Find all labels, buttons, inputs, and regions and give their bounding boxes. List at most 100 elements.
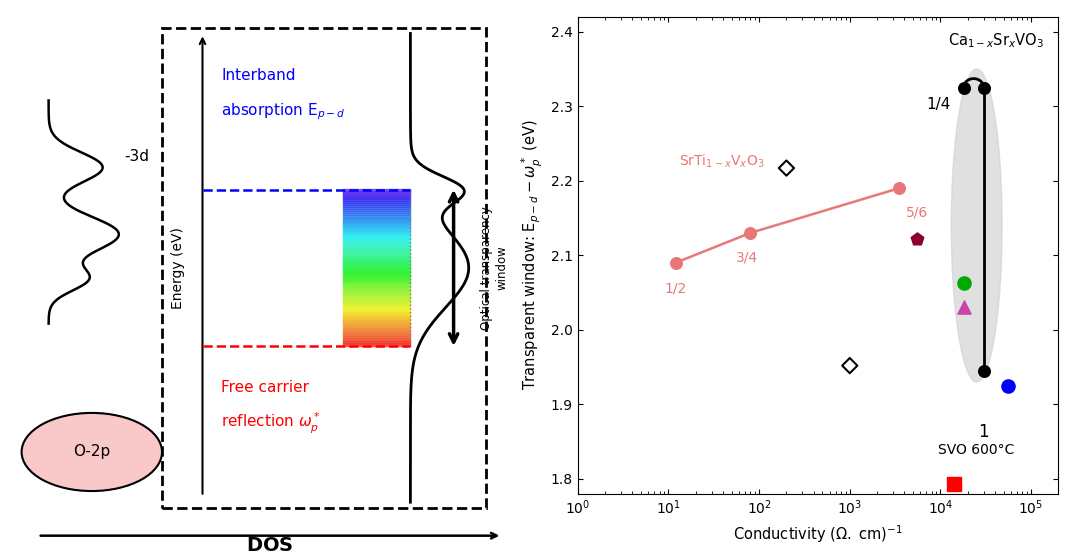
Bar [343,299,410,301]
Bar [343,263,410,266]
Bar [343,261,410,264]
Bar [343,320,410,323]
Bar [343,295,410,297]
Bar [343,316,410,319]
Text: O-2p: O-2p [73,445,110,459]
Text: SVO 600°C: SVO 600°C [939,442,1015,456]
Bar [343,234,410,237]
Bar [343,228,410,231]
Bar [343,338,410,340]
Text: 5/6: 5/6 [906,205,929,219]
Text: -3d: -3d [124,149,149,163]
Bar [343,339,410,342]
Point [841,361,859,370]
Bar [343,331,410,334]
Bar [343,335,410,338]
Text: 1/2: 1/2 [664,281,687,295]
Bar [343,207,410,209]
Bar [343,252,410,254]
Bar [343,322,410,325]
Bar [343,273,410,276]
Bar [343,197,410,199]
Bar [343,326,410,328]
Text: 1/4: 1/4 [927,97,950,112]
Text: Interband: Interband [221,68,296,83]
Text: 1: 1 [978,423,989,441]
Bar [343,189,410,191]
Bar [343,213,410,215]
Text: absorption $\mathrm{E}_{p-d}$: absorption $\mathrm{E}_{p-d}$ [221,102,347,122]
Bar [343,279,410,281]
Point [975,83,993,92]
Point [778,163,795,172]
Bar [343,344,410,346]
Y-axis label: Transparent window: $\mathrm{E}_{p-d} - \omega_p^*$ (eV): Transparent window: $\mathrm{E}_{p-d} - … [521,120,545,391]
Bar [343,288,410,291]
Text: Free carrier: Free carrier [221,381,309,395]
Bar [343,253,410,256]
Bar [343,210,410,213]
Bar [343,242,410,244]
Bar [343,266,410,268]
Bar [343,267,410,270]
Bar [343,240,410,242]
Bar [343,256,410,258]
Bar [343,238,410,240]
Bar [343,314,410,317]
Bar [343,227,410,229]
Bar [343,283,410,285]
Bar [343,223,410,225]
Bar [343,209,410,211]
Bar [343,215,410,217]
Bar [343,220,410,223]
Bar [343,217,410,219]
Point [908,234,926,243]
Bar [343,246,410,248]
Bar [343,328,410,330]
Bar [343,285,410,287]
Point [975,367,993,376]
Point [667,258,685,267]
Bar [343,287,410,289]
Point [742,228,759,237]
Polygon shape [951,69,1002,382]
Bar [343,324,410,326]
Bar [343,250,410,252]
Text: Ca$_{1-x}$Sr$_x$VO$_3$: Ca$_{1-x}$Sr$_x$VO$_3$ [947,32,1043,50]
Point [955,303,972,312]
Bar [343,258,410,260]
Bar [343,230,410,233]
Bar [343,271,410,273]
Bar [343,312,410,315]
Point [945,480,962,489]
Bar [343,300,410,303]
Text: reflection $\omega_p^*$: reflection $\omega_p^*$ [221,411,321,435]
Bar [343,193,410,196]
Text: SrTi$_{1-x}$V$_x$O$_3$: SrTi$_{1-x}$V$_x$O$_3$ [679,152,765,170]
Bar [343,244,410,247]
Bar [343,275,410,277]
Bar [343,281,410,283]
Bar [343,218,410,221]
Bar [343,296,410,299]
Bar [343,248,410,250]
Bar [343,195,410,198]
Bar [343,277,410,280]
Bar [343,292,410,295]
Bar [343,224,410,227]
Point [891,184,908,193]
Bar [343,236,410,239]
Bar [343,259,410,262]
Bar [343,330,410,332]
Bar [343,302,410,305]
Ellipse shape [22,413,162,491]
Bar [343,306,410,309]
Text: 3/4: 3/4 [735,250,758,264]
Bar [343,341,410,344]
Bar [343,199,410,201]
Bar [343,270,410,272]
Point [955,278,972,287]
Point [955,83,972,92]
Bar [343,310,410,312]
Bar [343,201,410,203]
